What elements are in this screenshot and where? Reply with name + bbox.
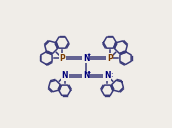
Text: ·: · <box>110 70 112 79</box>
Text: +: + <box>87 70 91 75</box>
Text: N: N <box>104 71 111 80</box>
Text: N: N <box>83 71 89 80</box>
Text: N: N <box>61 71 68 80</box>
Text: N: N <box>83 54 89 63</box>
Text: +: + <box>87 52 91 57</box>
Text: P: P <box>107 54 113 63</box>
Text: ·: · <box>110 73 112 82</box>
Text: P: P <box>59 54 65 63</box>
